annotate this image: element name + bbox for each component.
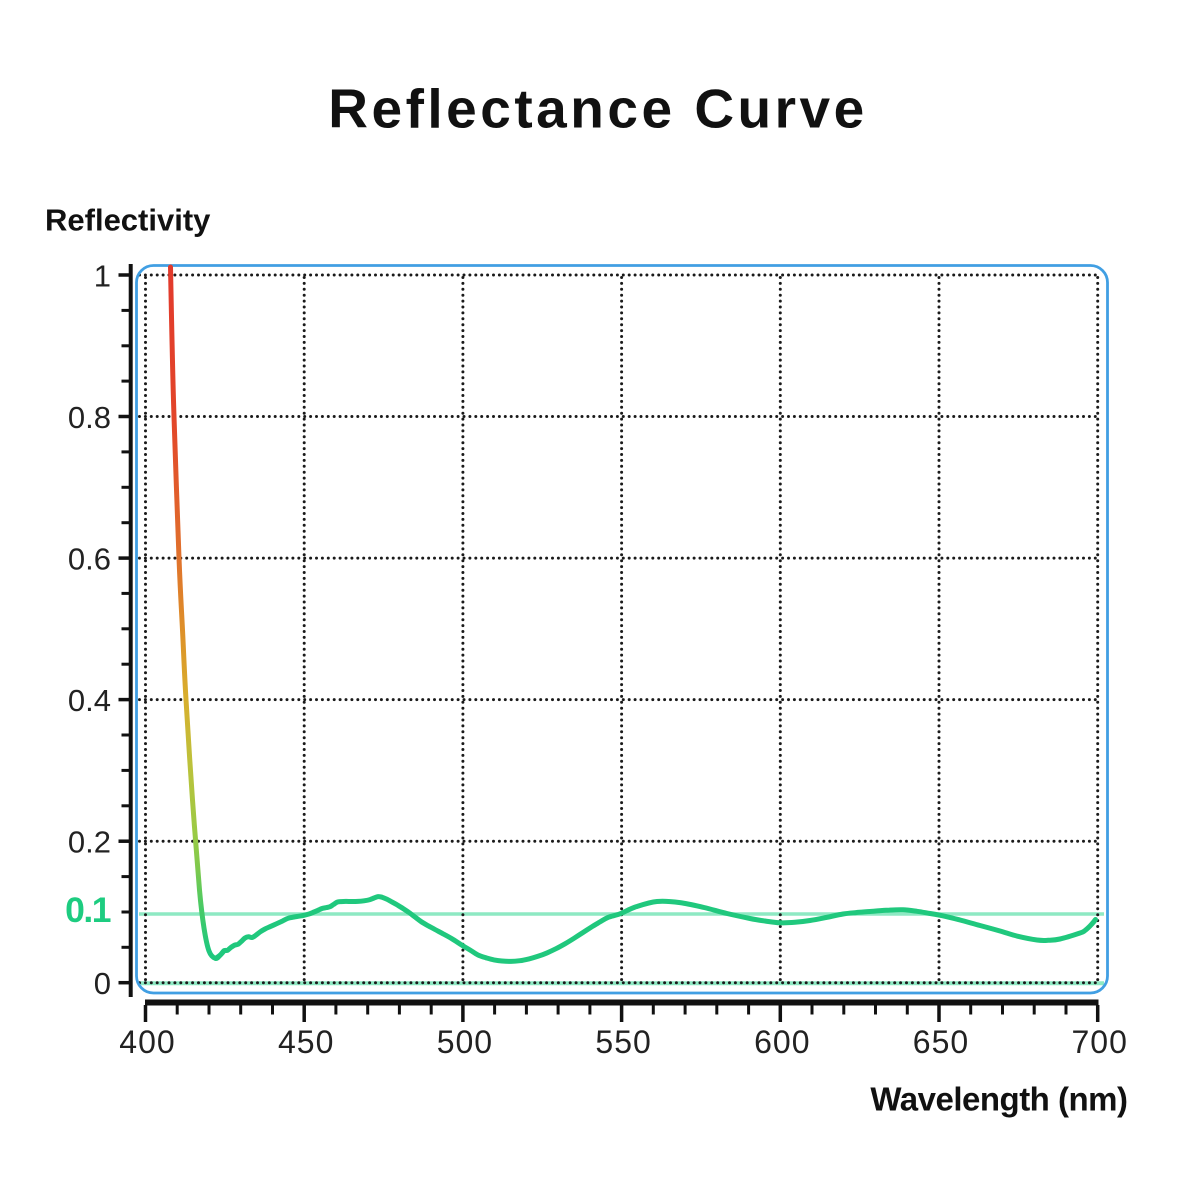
svg-text:600: 600 <box>754 1024 810 1060</box>
svg-text:1: 1 <box>94 258 111 293</box>
svg-text:0.4: 0.4 <box>68 683 111 718</box>
svg-text:0.1: 0.1 <box>65 890 111 930</box>
svg-text:Reflectance Curve: Reflectance Curve <box>328 78 867 140</box>
svg-text:500: 500 <box>437 1024 493 1060</box>
svg-text:Reflectivity: Reflectivity <box>45 203 211 238</box>
svg-text:550: 550 <box>595 1024 651 1060</box>
svg-text:0.8: 0.8 <box>68 400 111 435</box>
svg-text:700: 700 <box>1072 1024 1128 1060</box>
svg-text:0.6: 0.6 <box>68 541 111 576</box>
svg-text:400: 400 <box>119 1024 175 1060</box>
svg-text:Wavelength (nm): Wavelength (nm) <box>870 1081 1127 1118</box>
svg-text:450: 450 <box>278 1024 334 1060</box>
svg-text:0: 0 <box>94 966 111 1001</box>
svg-text:0.2: 0.2 <box>68 824 111 859</box>
svg-text:650: 650 <box>913 1024 969 1060</box>
